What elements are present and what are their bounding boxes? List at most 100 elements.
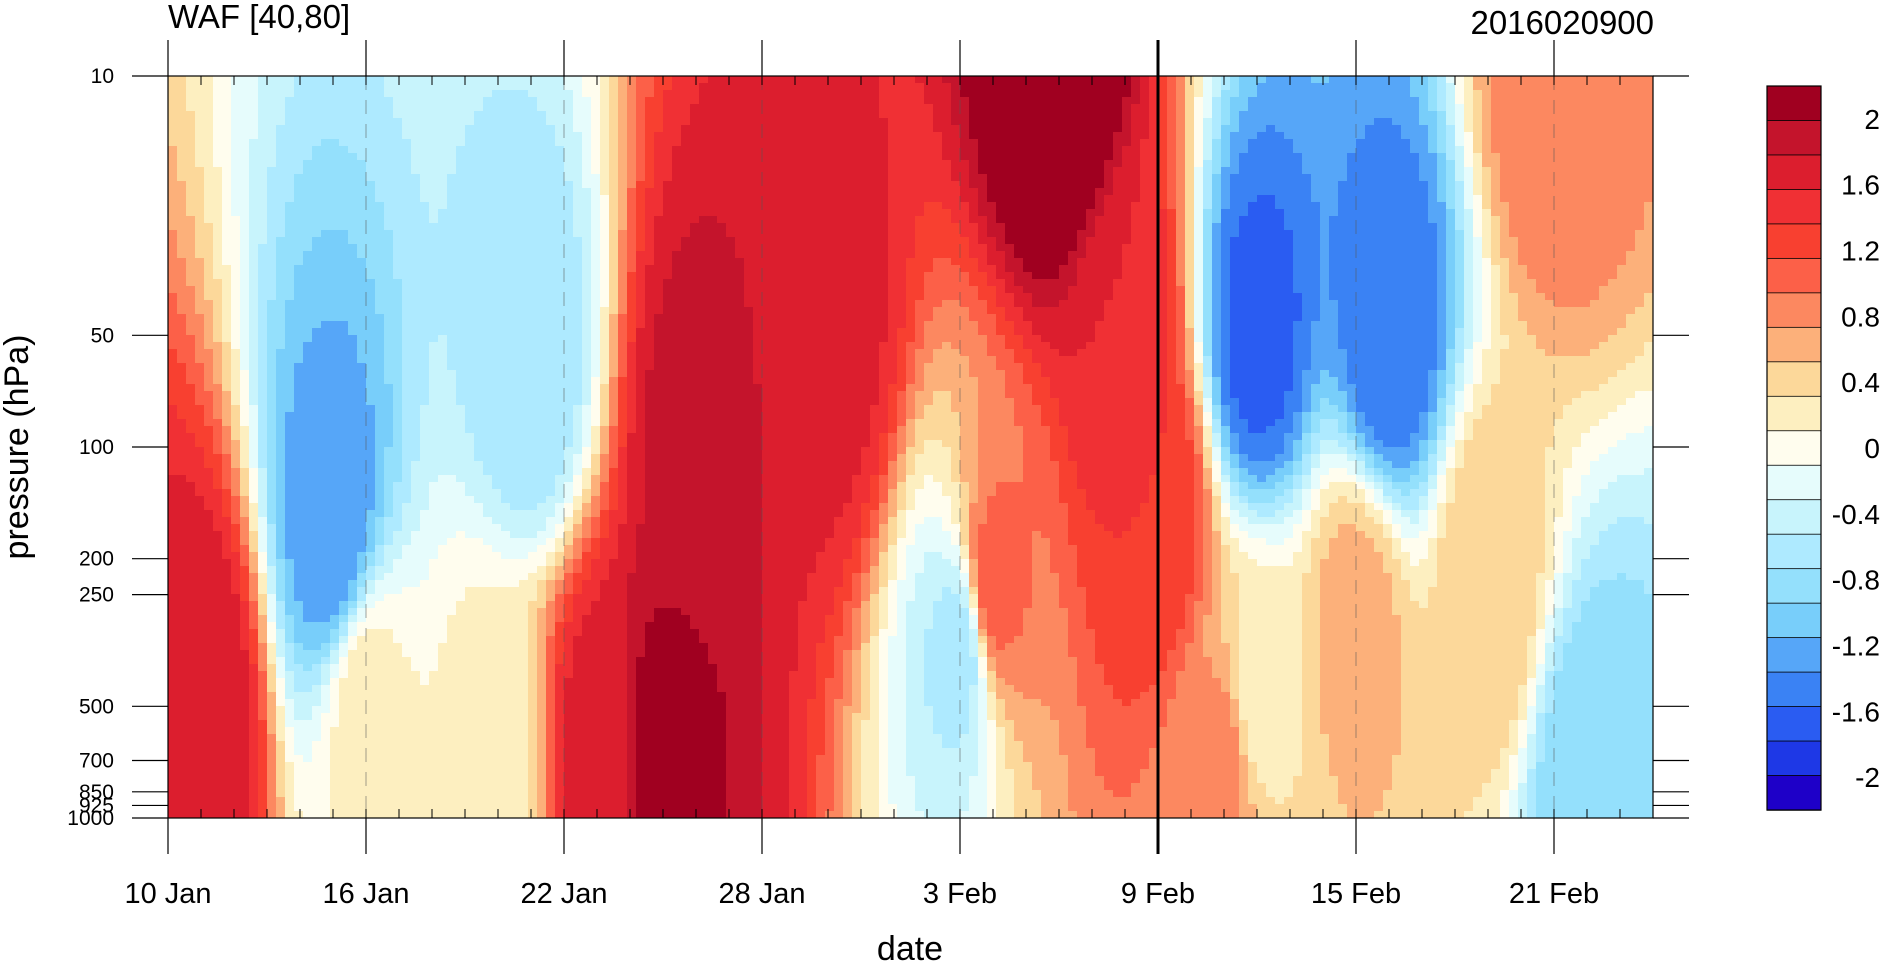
contour-cell bbox=[897, 447, 907, 455]
contour-cell bbox=[1320, 300, 1339, 308]
contour-cell bbox=[906, 384, 925, 392]
contour-cell bbox=[231, 132, 259, 140]
contour-cell bbox=[879, 377, 898, 385]
contour-cell bbox=[591, 524, 601, 532]
contour-cell bbox=[663, 202, 889, 210]
contour-cell bbox=[231, 342, 241, 350]
contour-cell bbox=[1014, 398, 1033, 406]
contour-cell bbox=[1428, 202, 1447, 210]
contour-cell bbox=[1212, 153, 1222, 161]
contour-cell bbox=[1455, 377, 1465, 385]
contour-cell bbox=[888, 559, 898, 567]
contour-cell bbox=[906, 293, 925, 301]
contour-cell bbox=[1446, 475, 1456, 483]
contour-cell bbox=[285, 118, 403, 126]
contour-cell bbox=[204, 174, 223, 182]
contour-cell bbox=[1158, 461, 1195, 469]
contour-cell bbox=[321, 678, 331, 686]
contour-cell bbox=[1491, 307, 1501, 315]
contour-cell bbox=[717, 664, 763, 672]
contour-cell bbox=[1437, 503, 1447, 511]
contour-cell bbox=[978, 489, 997, 497]
contour-cell bbox=[762, 545, 826, 553]
contour-cell bbox=[249, 594, 259, 602]
contour-cell bbox=[1266, 426, 1294, 434]
contour-cell bbox=[393, 258, 583, 266]
contour-cell bbox=[996, 216, 1087, 224]
contour-cell bbox=[1194, 636, 1204, 644]
contour-cell bbox=[1230, 293, 1303, 301]
contour-cell bbox=[528, 643, 538, 651]
contour-cell bbox=[1230, 454, 1240, 462]
contour-cell bbox=[636, 356, 655, 364]
contour-cell bbox=[600, 195, 610, 203]
contour-cell bbox=[906, 615, 934, 623]
contour-cell bbox=[258, 272, 277, 280]
contour-cell bbox=[258, 566, 268, 574]
contour-cell bbox=[321, 643, 331, 651]
contour-cell bbox=[591, 104, 601, 112]
contour-cell bbox=[1230, 356, 1294, 364]
contour-cell bbox=[240, 622, 250, 630]
contour-cell bbox=[393, 566, 430, 574]
contour-cell bbox=[1572, 496, 1600, 504]
contour-cell bbox=[1563, 538, 1573, 546]
contour-cell bbox=[870, 538, 880, 546]
contour-cell bbox=[1167, 699, 1231, 707]
contour-cell bbox=[303, 349, 358, 357]
contour-cell bbox=[1446, 377, 1456, 385]
contour-cell bbox=[1203, 209, 1213, 217]
contour-cell bbox=[1230, 174, 1312, 182]
contour-cell bbox=[195, 111, 214, 119]
contour-cell bbox=[1239, 440, 1285, 448]
contour-cell bbox=[609, 174, 619, 182]
contour-cell bbox=[600, 510, 610, 518]
contour-cell bbox=[267, 531, 277, 539]
contour-cell bbox=[330, 692, 340, 700]
contour-cell bbox=[618, 475, 628, 483]
contour-cell bbox=[177, 293, 196, 301]
contour-cell bbox=[1464, 111, 1474, 119]
contour-cell bbox=[1437, 139, 1447, 147]
contour-cell bbox=[1167, 216, 1177, 224]
contour-cell bbox=[168, 384, 196, 392]
contour-cell bbox=[1455, 496, 1546, 504]
contour-cell bbox=[1311, 503, 1321, 511]
contour-cell bbox=[285, 426, 376, 434]
contour-cell bbox=[1545, 447, 1573, 455]
contour-cell bbox=[294, 706, 313, 714]
contour-cell bbox=[825, 699, 835, 707]
contour-cell bbox=[1626, 573, 1653, 581]
contour-cell bbox=[762, 517, 835, 525]
contour-cell bbox=[1455, 468, 1546, 476]
contour-cell bbox=[1212, 559, 1222, 567]
contour-cell bbox=[195, 300, 214, 308]
contour-cell bbox=[546, 699, 556, 707]
contour-cell bbox=[231, 139, 250, 147]
contour-cell bbox=[1410, 517, 1420, 525]
contour-cell bbox=[915, 300, 943, 308]
contour-cell bbox=[1185, 202, 1195, 210]
contour-cell bbox=[582, 90, 601, 98]
contour-cell bbox=[1212, 167, 1222, 175]
contour-cell bbox=[1320, 671, 1402, 679]
contour-cell bbox=[294, 181, 376, 189]
contour-cell bbox=[168, 468, 214, 476]
contour-cell bbox=[618, 118, 628, 126]
contour-cell bbox=[492, 517, 547, 525]
contour-cell bbox=[1095, 195, 1105, 203]
contour-cell bbox=[969, 111, 1123, 119]
contour-cell bbox=[1545, 293, 1600, 301]
contour-cell bbox=[627, 433, 646, 441]
contour-cell bbox=[384, 363, 403, 371]
contour-cell bbox=[933, 104, 952, 112]
contour-cell bbox=[474, 118, 547, 126]
contour-cell bbox=[546, 636, 556, 644]
contour-cell bbox=[1473, 321, 1483, 329]
contour-cell bbox=[1491, 279, 1501, 287]
contour-cell bbox=[348, 328, 385, 336]
contour-cell bbox=[1545, 552, 1555, 560]
contour-cell bbox=[978, 475, 1024, 483]
contour-cell bbox=[1563, 650, 1653, 658]
contour-cell bbox=[1194, 615, 1204, 623]
